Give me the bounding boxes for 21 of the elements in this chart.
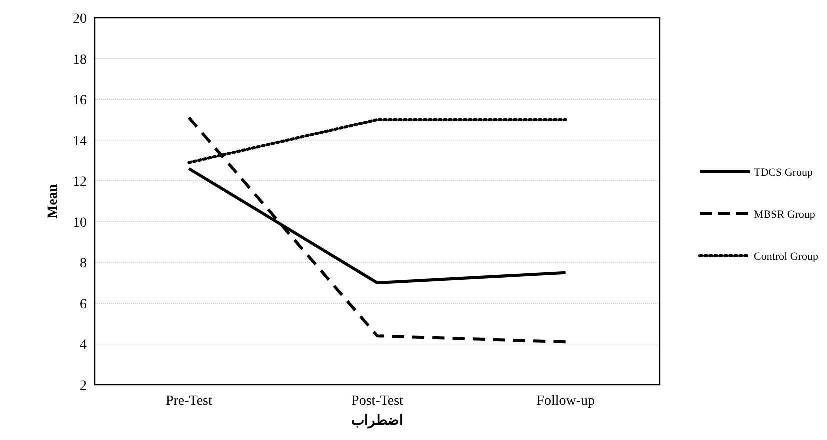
y-tick-label: 6 <box>80 297 87 312</box>
y-tick-label: 8 <box>80 256 87 272</box>
legend-label: TDCS Group <box>754 167 814 179</box>
legend-item: Control Group <box>698 251 818 263</box>
y-tick-label: 18 <box>73 52 87 68</box>
y-axis-title: Mean <box>46 184 61 219</box>
y-tick-label: 12 <box>73 175 87 190</box>
x-tick-label: Follow-up <box>536 394 596 409</box>
x-tick-label: Post-Test <box>352 394 404 409</box>
y-tick-label: 10 <box>73 216 87 231</box>
legend-item: MBSR Group <box>700 209 816 221</box>
y-tick-label: 14 <box>73 134 87 150</box>
y-tick-label: 16 <box>73 94 87 109</box>
y-tick-label: 2 <box>80 379 87 394</box>
x-axis-title: اضطراب <box>352 414 404 429</box>
legend-label: MBSR Group <box>754 209 816 221</box>
y-tick-label: 20 <box>73 12 87 27</box>
y-tick-label: 4 <box>80 338 87 354</box>
legend-item: TDCS Group <box>700 167 813 179</box>
legend-label: Control Group <box>754 251 819 263</box>
x-tick-label: Pre-Test <box>166 394 212 409</box>
